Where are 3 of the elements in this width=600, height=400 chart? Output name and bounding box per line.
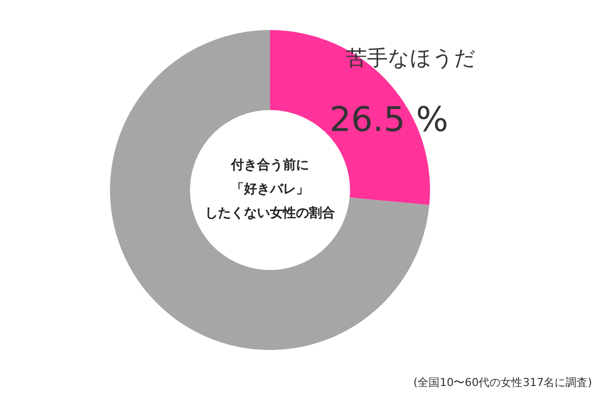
title: 付き合う前に「好きバレ」したくない女性の割合 [204,157,336,223]
data-label: 26.5 % [330,100,448,140]
text: (全国10〜60代の女性317名に調査) [413,376,592,389]
